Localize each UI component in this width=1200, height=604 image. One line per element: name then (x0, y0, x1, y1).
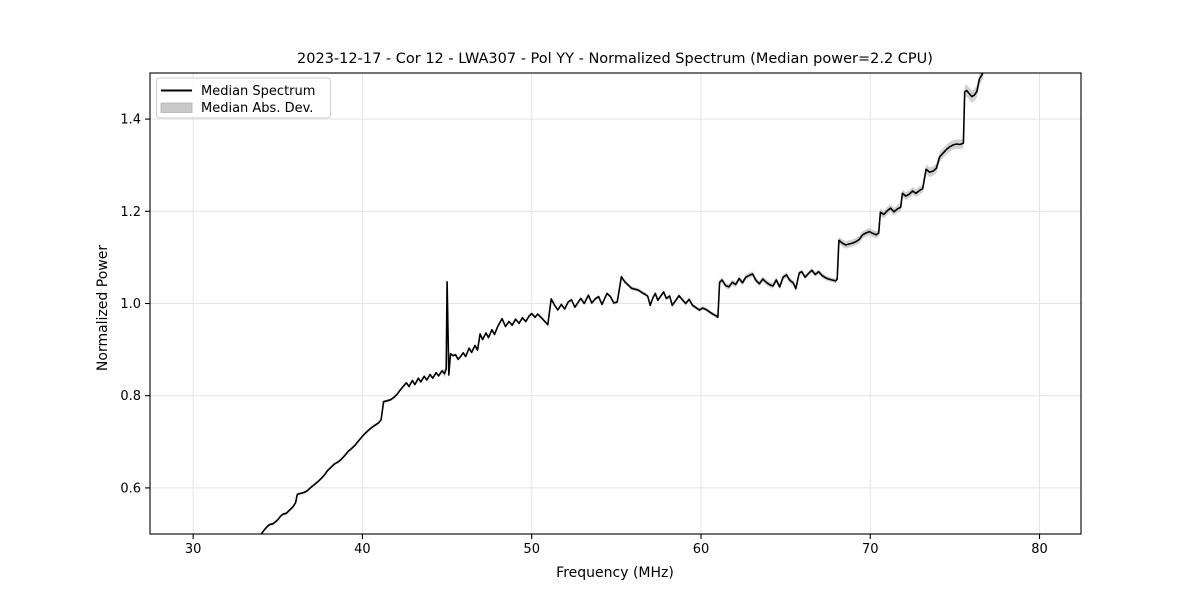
y-tick-label: 1.2 (120, 205, 141, 220)
x-tick-label: 70 (862, 542, 879, 557)
y-tick-label: 0.6 (120, 481, 141, 496)
median-spectrum-line (260, 73, 984, 534)
legend-patch-sample (160, 102, 193, 113)
legend-label-median-spectrum: Median Spectrum (201, 84, 315, 99)
x-tick-label: 80 (1031, 542, 1048, 557)
median-abs-dev-band (260, 73, 985, 534)
y-tick-label: 1.4 (120, 113, 141, 128)
legend: Median Spectrum Median Abs. Dev. (156, 77, 331, 119)
x-tick-label: 40 (354, 542, 371, 557)
median-spectrum-path (260, 73, 984, 534)
legend-label-median-abs-dev: Median Abs. Dev. (201, 101, 313, 116)
chart-title: 2023-12-17 - Cor 12 - LWA307 - Pol YY - … (297, 51, 933, 67)
y-tick-label: 1.0 (120, 297, 141, 312)
x-tick-label: 60 (693, 542, 710, 557)
y-tick-label: 0.8 (120, 389, 141, 404)
x-tick-label: 30 (185, 542, 202, 557)
median-abs-dev-area (260, 73, 985, 534)
legend-box (156, 77, 331, 119)
x-axis-label: Frequency (MHz) (556, 565, 674, 581)
x-tick-label: 50 (523, 542, 540, 557)
y-axis-label: Normalized Power (95, 245, 111, 371)
axis-ticks: 30 40 50 60 70 80 0.6 0.8 1.0 1.2 1.4 (120, 113, 1047, 557)
